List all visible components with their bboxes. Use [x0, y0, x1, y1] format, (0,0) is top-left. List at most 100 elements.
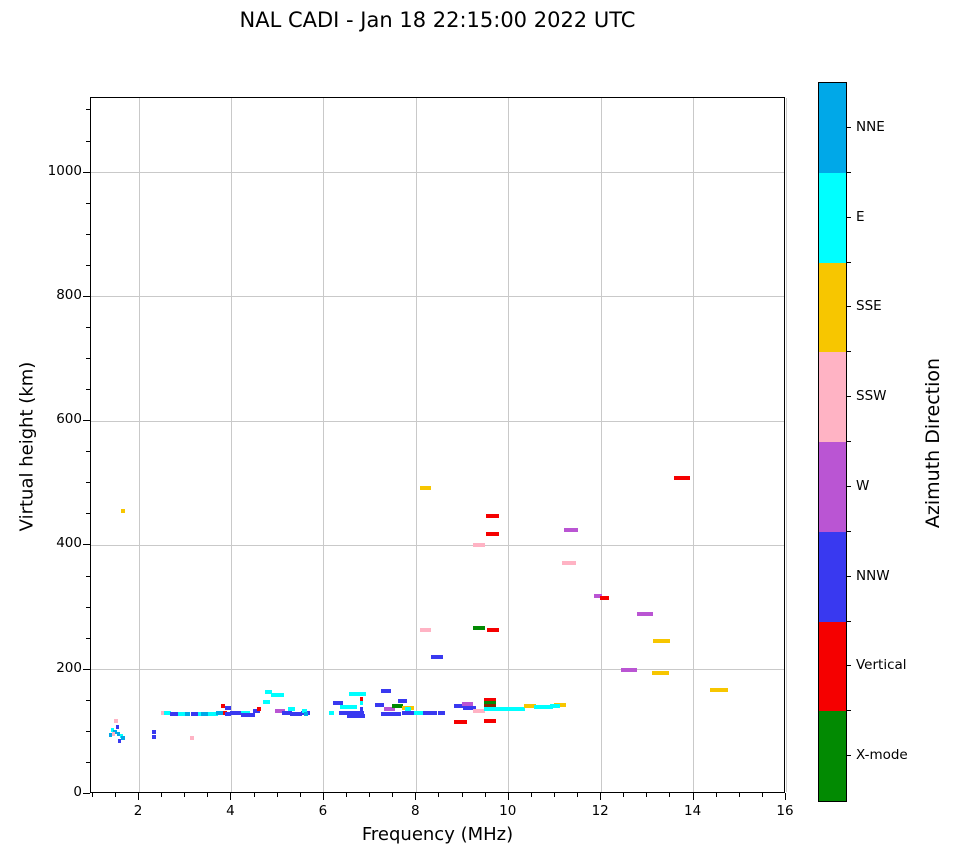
- data-point-e: [360, 700, 364, 705]
- data-point-nnw: [115, 724, 119, 729]
- data-point-w: [594, 594, 602, 599]
- colorbar-tick: [846, 485, 851, 487]
- chart-title: NAL CADI - Jan 18 22:15:00 2022 UTC: [239, 8, 636, 32]
- y-axis-tick: [83, 668, 90, 670]
- colorbar-category-label: NNW: [856, 567, 890, 584]
- x-axis-minor-tick: [276, 793, 278, 797]
- x-gridline: [508, 98, 510, 792]
- data-point-vert: [484, 698, 497, 703]
- data-point-e: [329, 710, 335, 715]
- data-point-nnw: [360, 707, 364, 712]
- y-axis-minor-tick: [86, 264, 90, 266]
- colorbar-boundary-tick: [846, 441, 851, 442]
- colorbar-segment-ssw: [819, 352, 846, 442]
- x-axis-minor-tick: [577, 793, 579, 797]
- data-point-nne: [184, 711, 191, 716]
- x-axis-label: Frequency (MHz): [361, 824, 514, 845]
- data-point-e: [340, 705, 358, 709]
- y-gridline: [91, 420, 784, 422]
- data-point-nne: [120, 736, 126, 741]
- data-point-x: [484, 701, 497, 706]
- y-axis-tick-label: 400: [56, 535, 82, 552]
- x-axis-tick: [230, 793, 232, 800]
- colorbar-category-label: Vertical: [856, 657, 907, 674]
- x-gridline: [600, 98, 602, 792]
- x-axis-minor-tick: [738, 793, 740, 797]
- data-point-nnw: [191, 712, 198, 717]
- y-axis-tick-label: 0: [73, 784, 82, 800]
- x-axis-tick-label: 14: [683, 803, 702, 819]
- colorbar-segment-w: [819, 442, 846, 532]
- x-axis-minor-tick: [623, 793, 625, 797]
- colorbar-boundary-tick: [846, 530, 851, 532]
- x-axis-minor-tick: [161, 793, 163, 797]
- y-axis-tick: [83, 793, 90, 794]
- x-axis-tick-label: 12: [591, 803, 609, 819]
- x-gridline: [693, 98, 695, 792]
- data-point-vert: [257, 706, 262, 711]
- x-axis-minor-tick: [299, 793, 301, 797]
- colorbar-tick: [846, 575, 851, 577]
- x-axis-minor-tick: [369, 793, 371, 797]
- y-axis-minor-tick: [86, 761, 90, 763]
- data-point-e: [549, 704, 561, 709]
- x-gridline: [415, 98, 417, 792]
- data-point-sse: [523, 704, 536, 709]
- x-axis-tick: [600, 793, 602, 800]
- x-axis-minor-tick: [461, 793, 463, 797]
- y-axis-minor-tick: [86, 513, 90, 515]
- data-point-x: [392, 704, 404, 709]
- data-point-vert: [486, 513, 500, 518]
- data-point-maroon: [484, 703, 497, 708]
- colorbar-segment-x-mode: [819, 711, 846, 801]
- data-point-ssw: [190, 736, 195, 741]
- data-point-ssw: [472, 543, 485, 548]
- y-axis-minor-tick: [86, 699, 90, 701]
- x-axis-minor-tick: [484, 793, 486, 797]
- data-point-e: [240, 710, 250, 715]
- data-point-e: [497, 706, 525, 711]
- data-point-ssw: [111, 731, 115, 736]
- data-point-nnw: [380, 711, 402, 716]
- colorbar-boundary-tick: [846, 710, 851, 712]
- data-point-nnw: [438, 711, 446, 716]
- colorbar-boundary-tick: [846, 171, 851, 173]
- colorbar-boundary-tick: [846, 620, 851, 622]
- data-point-sse: [651, 671, 669, 676]
- data-point-nne: [201, 712, 211, 717]
- data-point-w: [637, 612, 653, 617]
- data-point-e: [164, 711, 172, 716]
- x-axis-minor-tick: [253, 793, 255, 797]
- y-axis-minor-tick: [86, 140, 90, 142]
- y-axis-minor-tick: [86, 202, 90, 204]
- data-point-nnw: [462, 706, 476, 711]
- data-point-nnw: [381, 688, 392, 693]
- data-point-vert: [360, 696, 364, 701]
- data-point-e: [404, 706, 412, 711]
- y-axis-minor-tick: [86, 358, 90, 359]
- data-point-nnw: [225, 706, 231, 711]
- data-point-vert: [221, 704, 225, 709]
- data-point-nne: [304, 711, 309, 716]
- y-gridline: [91, 544, 784, 546]
- x-axis-minor-tick: [715, 793, 717, 797]
- x-axis-minor-tick: [392, 793, 394, 797]
- data-point-nnw: [151, 729, 156, 734]
- data-point-x: [472, 626, 485, 631]
- x-axis-minor-tick: [438, 793, 440, 797]
- data-point-e: [413, 710, 424, 715]
- y-axis-minor-tick: [86, 606, 90, 608]
- data-point-ssw: [561, 560, 576, 565]
- data-point-nnw: [290, 712, 302, 717]
- y-axis-minor-tick: [86, 637, 90, 639]
- x-gridline: [785, 98, 787, 792]
- x-axis-minor-tick: [553, 793, 555, 797]
- x-axis-tick-label: 10: [499, 803, 517, 819]
- colorbar-category-label: E: [856, 208, 865, 225]
- y-axis-tick: [83, 295, 90, 297]
- data-point-nnw: [338, 710, 365, 715]
- colorbar-boundary-tick: [846, 261, 851, 263]
- colorbar-boundary-tick: [846, 351, 851, 353]
- data-point-nnw: [347, 713, 366, 718]
- data-point-vert: [453, 719, 467, 724]
